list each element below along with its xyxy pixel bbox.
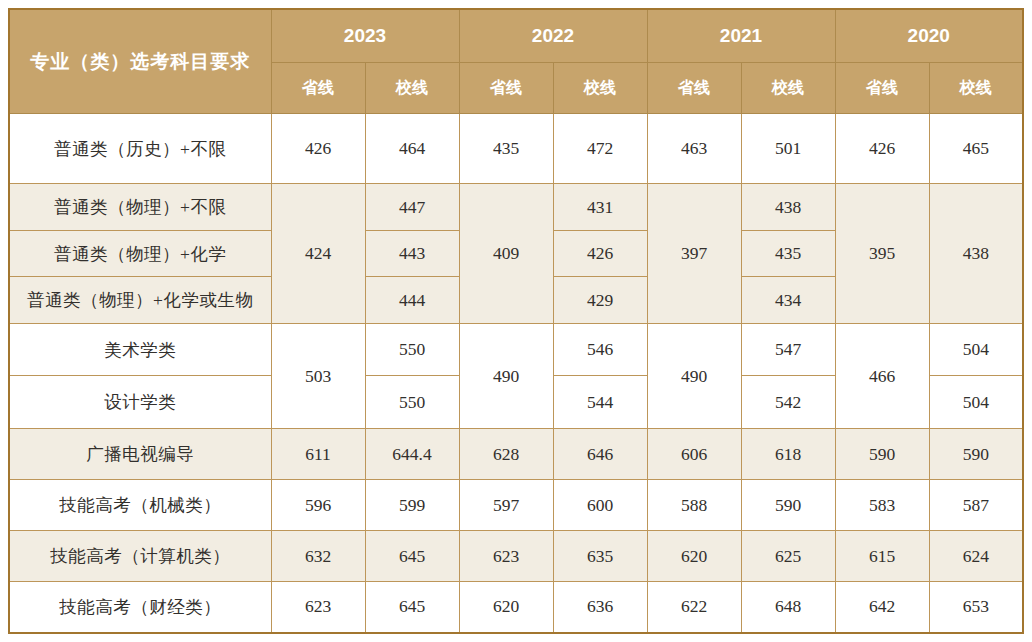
subheader-school-line-2023: 校线 — [365, 63, 459, 114]
table-row-skills-exam-finance: 技能高考（财经类） 623 645 620 636 622 648 642 65… — [9, 582, 1023, 633]
row-label: 普通类（历史）+不限 — [9, 114, 271, 184]
score-cell: 435 — [459, 114, 553, 184]
header-row-years: 专业（类）选考科目要求 2023 2022 2021 2020 — [9, 9, 1023, 63]
subheader-school-line-2021: 校线 — [741, 63, 835, 114]
score-cell-merged: 503 — [271, 324, 365, 429]
score-cell-merged: 490 — [459, 324, 553, 429]
row-label: 普通类（物理）+化学或生物 — [9, 277, 271, 324]
score-table-container: 专业（类）选考科目要求 2023 2022 2021 2020 省线 校线 省线… — [8, 8, 1024, 634]
table-row-skills-exam-mechanical: 技能高考（机械类） 596 599 597 600 588 590 583 58… — [9, 480, 1023, 531]
row-label: 设计学类 — [9, 376, 271, 429]
score-cell: 596 — [271, 480, 365, 531]
score-cell: 645 — [365, 531, 459, 582]
score-cell: 622 — [647, 582, 741, 633]
score-cell: 645 — [365, 582, 459, 633]
score-cell: 431 — [553, 184, 647, 231]
score-cell-merged: 409 — [459, 184, 553, 324]
score-cell: 588 — [647, 480, 741, 531]
score-cell: 606 — [647, 429, 741, 480]
score-cell: 435 — [741, 231, 835, 277]
row-label: 技能高考（财经类） — [9, 582, 271, 633]
table-row-broadcast-tv-directing: 广播电视编导 611 644.4 628 646 606 618 590 590 — [9, 429, 1023, 480]
score-cell: 628 — [459, 429, 553, 480]
score-cell-merged: 424 — [271, 184, 365, 324]
year-header-2021: 2021 — [647, 9, 835, 63]
score-cell: 587 — [929, 480, 1023, 531]
row-label: 普通类（物理）+化学 — [9, 231, 271, 277]
score-cell: 438 — [741, 184, 835, 231]
score-cell: 600 — [553, 480, 647, 531]
score-cell: 620 — [459, 582, 553, 633]
score-cell: 615 — [835, 531, 929, 582]
score-cell-merged: 395 — [835, 184, 929, 324]
score-cell: 550 — [365, 324, 459, 376]
score-cell: 624 — [929, 531, 1023, 582]
score-cell: 472 — [553, 114, 647, 184]
score-cell: 464 — [365, 114, 459, 184]
score-cell: 434 — [741, 277, 835, 324]
table-row-fine-arts: 美术学类 503 550 490 546 490 547 466 504 — [9, 324, 1023, 376]
score-cell: 447 — [365, 184, 459, 231]
score-cell-merged: 438 — [929, 184, 1023, 324]
subheader-school-line-2020: 校线 — [929, 63, 1023, 114]
table-row-general-history: 普通类（历史）+不限 426 464 435 472 463 501 426 4… — [9, 114, 1023, 184]
row-label: 技能高考（计算机类） — [9, 531, 271, 582]
subheader-provincial-line-2020: 省线 — [835, 63, 929, 114]
score-cell: 653 — [929, 582, 1023, 633]
score-cell: 501 — [741, 114, 835, 184]
year-header-2022: 2022 — [459, 9, 647, 63]
score-cell: 597 — [459, 480, 553, 531]
category-header-cell: 专业（类）选考科目要求 — [9, 9, 271, 114]
year-header-2023: 2023 — [271, 9, 459, 63]
score-cell: 644.4 — [365, 429, 459, 480]
score-cell-merged: 397 — [647, 184, 741, 324]
score-cell: 544 — [553, 376, 647, 429]
row-label: 美术学类 — [9, 324, 271, 376]
score-cell-merged: 490 — [647, 324, 741, 429]
score-cell: 620 — [647, 531, 741, 582]
score-cell: 642 — [835, 582, 929, 633]
score-cell: 646 — [553, 429, 647, 480]
score-cell: 623 — [459, 531, 553, 582]
score-cell: 625 — [741, 531, 835, 582]
score-cell: 636 — [553, 582, 647, 633]
table-row-physics-unrestricted: 普通类（物理）+不限 424 447 409 431 397 438 395 4… — [9, 184, 1023, 231]
score-cell: 590 — [741, 480, 835, 531]
score-cell: 599 — [365, 480, 459, 531]
score-cell: 504 — [929, 324, 1023, 376]
score-cell: 426 — [835, 114, 929, 184]
score-cell: 590 — [929, 429, 1023, 480]
subheader-provincial-line-2022: 省线 — [459, 63, 553, 114]
score-cell: 426 — [553, 231, 647, 277]
table-row-skills-exam-computer: 技能高考（计算机类） 632 645 623 635 620 625 615 6… — [9, 531, 1023, 582]
score-cell: 426 — [271, 114, 365, 184]
score-cell: 444 — [365, 277, 459, 324]
score-cell: 546 — [553, 324, 647, 376]
score-cell: 618 — [741, 429, 835, 480]
score-cell: 635 — [553, 531, 647, 582]
row-label: 技能高考（机械类） — [9, 480, 271, 531]
score-cell: 648 — [741, 582, 835, 633]
score-cell: 443 — [365, 231, 459, 277]
subheader-provincial-line-2021: 省线 — [647, 63, 741, 114]
score-cell: 465 — [929, 114, 1023, 184]
score-cell: 632 — [271, 531, 365, 582]
row-label: 广播电视编导 — [9, 429, 271, 480]
score-cell: 550 — [365, 376, 459, 429]
score-cell: 590 — [835, 429, 929, 480]
score-cell-merged: 466 — [835, 324, 929, 429]
score-cell: 429 — [553, 277, 647, 324]
score-cell: 463 — [647, 114, 741, 184]
admission-score-table: 专业（类）选考科目要求 2023 2022 2021 2020 省线 校线 省线… — [8, 8, 1024, 634]
score-cell: 583 — [835, 480, 929, 531]
score-cell: 547 — [741, 324, 835, 376]
score-cell: 504 — [929, 376, 1023, 429]
year-header-2020: 2020 — [835, 9, 1023, 63]
score-cell: 623 — [271, 582, 365, 633]
subheader-provincial-line-2023: 省线 — [271, 63, 365, 114]
score-cell: 611 — [271, 429, 365, 480]
subheader-school-line-2022: 校线 — [553, 63, 647, 114]
score-cell: 542 — [741, 376, 835, 429]
row-label: 普通类（物理）+不限 — [9, 184, 271, 231]
